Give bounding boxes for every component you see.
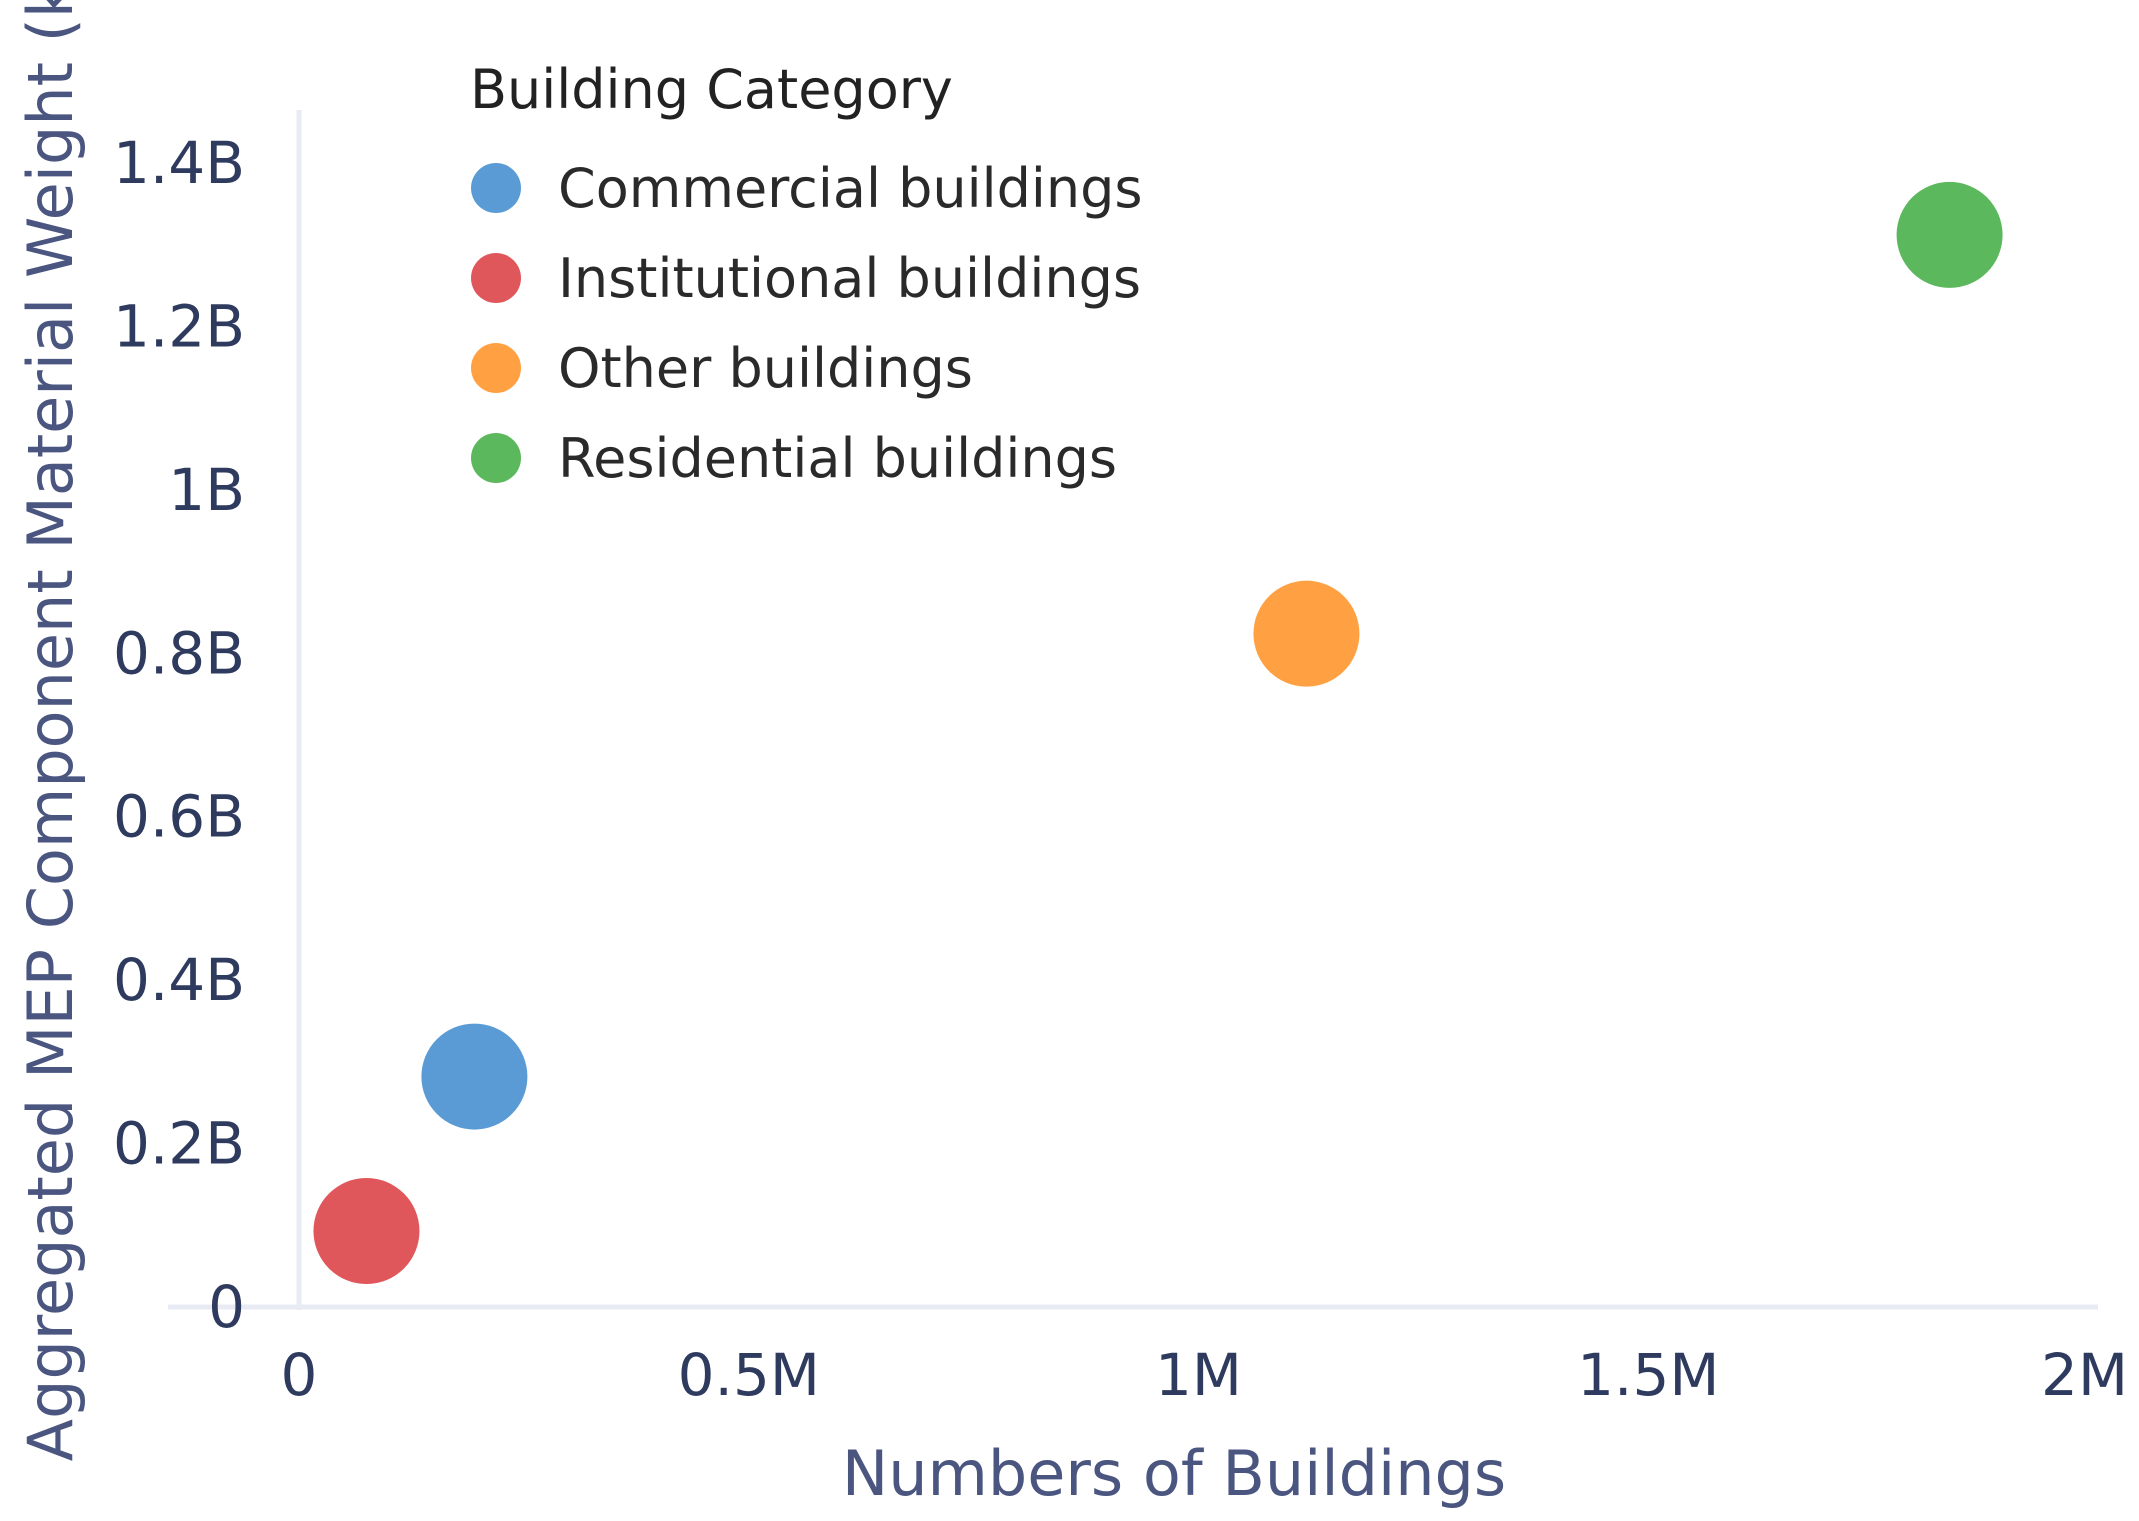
- x-tick-label: 1.5M: [1577, 1341, 1719, 1409]
- legend-marker: [471, 163, 521, 213]
- legend-label: Residential buildings: [558, 427, 1117, 490]
- y-tick-labels: 0 0.2B 0.4B 0.6B 0.8B 1B 1.2B 1.4B: [113, 129, 245, 1341]
- y-tick-label: 0.6B: [113, 783, 245, 851]
- x-axis-title: Numbers of Buildings: [842, 1437, 1506, 1510]
- data-point-other-buildings: [1253, 580, 1360, 687]
- legend-title: Building Category: [470, 58, 953, 121]
- legend: Building Category Commercial buildings In…: [470, 58, 1143, 490]
- data-points: [313, 181, 2003, 1285]
- y-axis-title: Aggregated MEP Component Material Weight…: [14, 0, 87, 1461]
- x-tick-labels: 0 0.5M 1M 1.5M 2M: [281, 1341, 2128, 1409]
- legend-marker: [471, 253, 521, 303]
- x-tick-label: 0.5M: [678, 1341, 820, 1409]
- y-tick-label: 0.2B: [113, 1110, 245, 1178]
- x-tick-label: 1M: [1155, 1341, 1242, 1409]
- y-tick-label: 1.2B: [113, 292, 245, 360]
- legend-items: Commercial buildings Institutional buildi…: [471, 157, 1143, 490]
- axes: [168, 110, 2098, 1310]
- data-point-commercial-buildings: [421, 1023, 528, 1130]
- legend-marker: [471, 433, 521, 483]
- x-tick-label: 0: [281, 1341, 318, 1409]
- y-tick-label: 1.4B: [113, 129, 245, 197]
- data-point-institutional-buildings: [313, 1178, 420, 1285]
- y-tick-label: 0.8B: [113, 619, 245, 687]
- y-tick-label: 0.4B: [113, 946, 245, 1014]
- y-tick-label: 1B: [168, 456, 245, 524]
- data-point-residential-buildings: [1896, 181, 2003, 288]
- legend-label: Other buildings: [558, 337, 973, 400]
- y-tick-label: 0: [208, 1273, 245, 1341]
- legend-marker: [471, 343, 521, 393]
- legend-label: Commercial buildings: [558, 157, 1143, 220]
- x-tick-label: 2M: [2041, 1341, 2128, 1409]
- legend-label: Institutional buildings: [558, 247, 1141, 310]
